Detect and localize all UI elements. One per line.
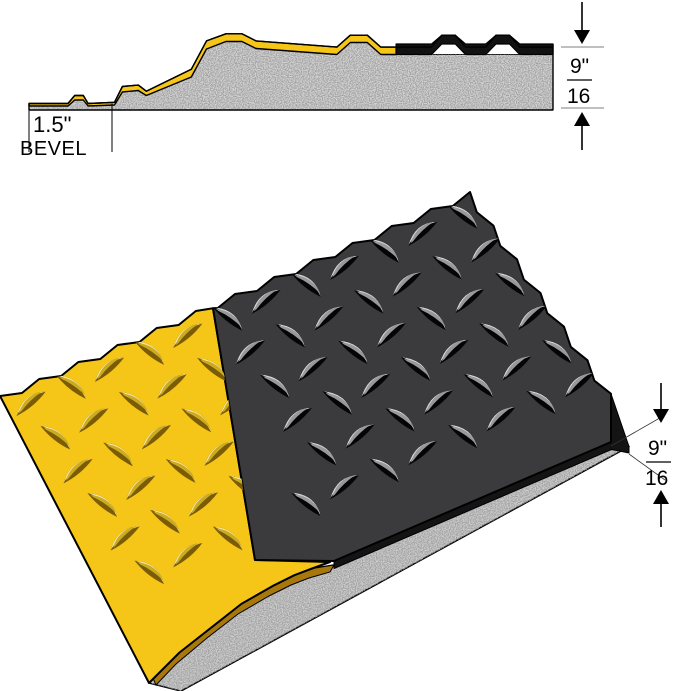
svg-text:BEVEL: BEVEL [20,138,87,160]
svg-text:16: 16 [645,467,668,490]
svg-text:16: 16 [567,85,590,108]
svg-text:1.5": 1.5" [33,112,71,137]
svg-text:9": 9" [570,55,589,78]
svg-text:9": 9" [648,437,667,460]
